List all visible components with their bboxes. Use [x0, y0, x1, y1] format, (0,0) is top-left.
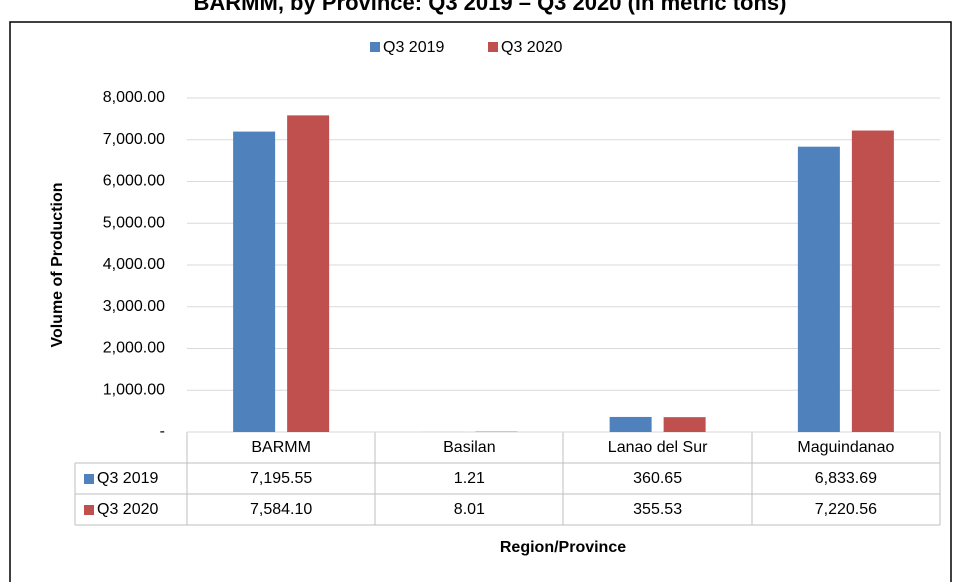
table-value: 7,220.56: [815, 501, 877, 518]
table-value: 360.65: [633, 470, 682, 487]
bar: [663, 417, 706, 432]
table-row-label: Q3 2020: [97, 501, 158, 518]
table-value: 7,584.10: [250, 501, 312, 518]
legend-label: Q3 2019: [383, 39, 444, 56]
table-row-label: Q3 2019: [97, 470, 158, 487]
y-tick-label: -: [160, 423, 165, 440]
chart-frame: [9, 21, 952, 582]
y-tick-label: 7,000.00: [103, 131, 165, 148]
x-tick-label: Basilan: [443, 439, 495, 456]
table-legend-swatch: [84, 505, 94, 515]
chart-title: BARMM, by Province: Q3 2019 – Q3 2020 (i…: [194, 0, 787, 15]
x-axis-title: Region/Province: [500, 539, 626, 556]
table-legend-swatch: [84, 474, 94, 484]
y-tick-label: 5,000.00: [103, 214, 165, 231]
y-axis-title: Volume of Production: [49, 182, 66, 347]
y-tick-label: 6,000.00: [103, 173, 165, 190]
table-value: 1.21: [454, 470, 485, 487]
y-tick-label: 1,000.00: [103, 381, 165, 398]
y-tick-label: 4,000.00: [103, 256, 165, 273]
bar: [851, 130, 894, 432]
bar: [287, 115, 330, 432]
table-value: 6,833.69: [815, 470, 877, 487]
x-tick-label: Lanao del Sur: [608, 439, 708, 456]
legend-label: Q3 2020: [501, 39, 562, 56]
y-tick-label: 3,000.00: [103, 298, 165, 315]
table-value: 7,195.55: [250, 470, 312, 487]
x-tick-label: BARMM: [251, 439, 311, 456]
bar: [797, 146, 840, 433]
bar: [609, 416, 652, 432]
table-value: 355.53: [633, 501, 682, 518]
table-value: 8.01: [454, 501, 485, 518]
y-tick-label: 8,000.00: [103, 89, 165, 106]
legend-swatch: [370, 42, 380, 52]
x-tick-label: Maguindanao: [797, 439, 894, 456]
bar: [233, 131, 276, 432]
legend-swatch: [488, 42, 498, 52]
y-tick-label: 2,000.00: [103, 340, 165, 357]
